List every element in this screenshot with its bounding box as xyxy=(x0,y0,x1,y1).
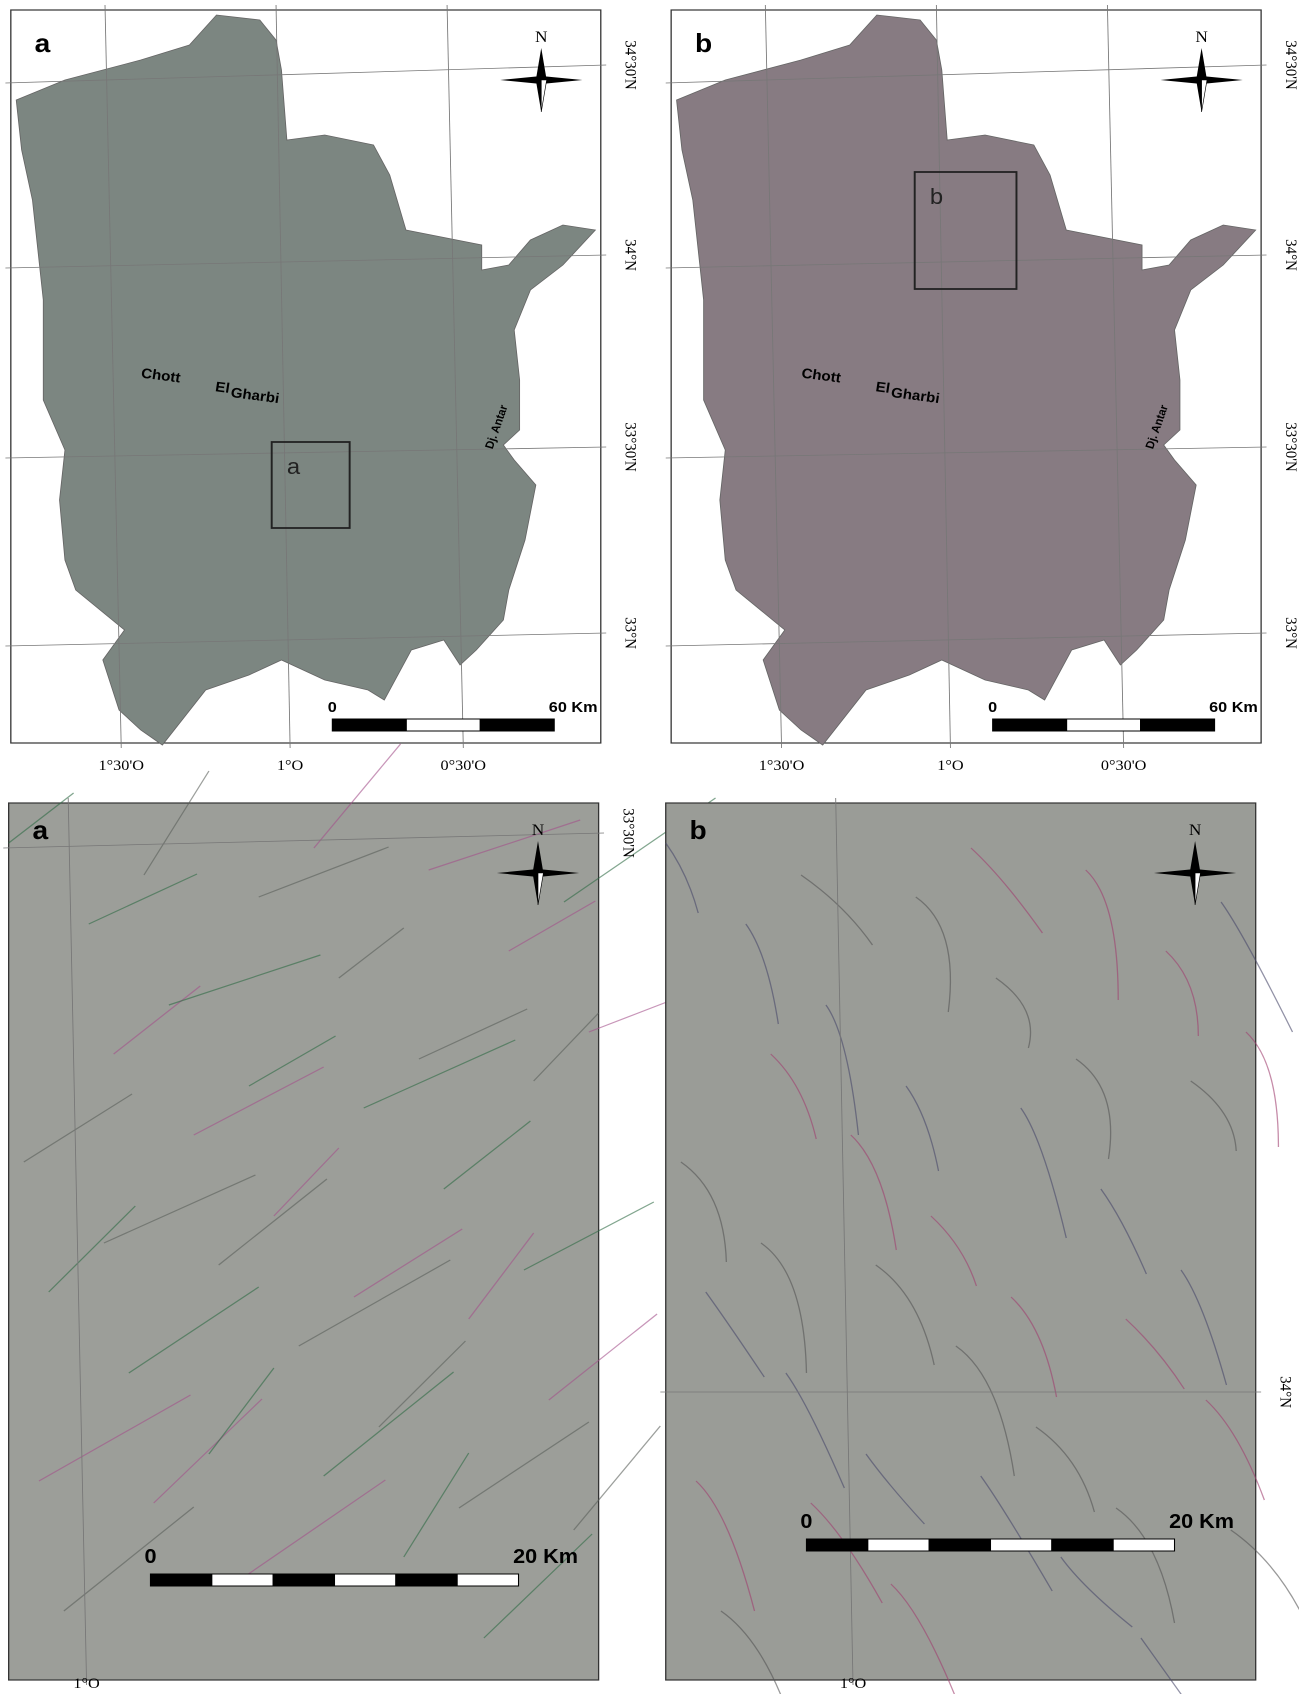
scale-bar xyxy=(150,1574,211,1586)
scale-label: 0 xyxy=(988,700,997,716)
scale-label: 0 xyxy=(144,1546,156,1568)
scale-bar xyxy=(1141,719,1215,731)
latitude-label: 34°30'N xyxy=(622,40,640,90)
north-label: N xyxy=(1189,821,1201,839)
scale-bar xyxy=(457,1574,518,1586)
latitude-label: 34°N xyxy=(1282,239,1299,271)
latitude-label: 34°N xyxy=(1276,1376,1294,1408)
panel-label: b xyxy=(690,815,707,845)
scale-bar xyxy=(929,1539,990,1551)
inset-label: a xyxy=(287,454,301,479)
north-label: N xyxy=(535,28,547,46)
scale-label: 20 Km xyxy=(513,1546,578,1568)
longitude-label: 1°O xyxy=(937,758,963,774)
scale-bar xyxy=(332,719,406,731)
longitude-label: 1°30'O xyxy=(98,758,143,774)
scale-label: 0 xyxy=(328,700,337,716)
place-name: El xyxy=(875,380,891,397)
scale-label: 20 Km xyxy=(1169,1511,1234,1533)
panel-label: b xyxy=(695,28,712,58)
latitude-label: 33°30'N xyxy=(622,422,640,472)
latitude-label: 33°30'N xyxy=(1282,422,1299,472)
scale-bar xyxy=(396,1574,457,1586)
scale-bar xyxy=(1052,1539,1113,1551)
longitude-label: 1°O xyxy=(840,1676,866,1692)
scale-bar xyxy=(480,719,554,731)
latitude-label: 34°30'N xyxy=(1282,40,1299,90)
scale-bar xyxy=(212,1574,273,1586)
scale-bar xyxy=(1113,1539,1174,1551)
longitude-label: 1°O xyxy=(73,1676,99,1692)
longitude-label: 0°30'O xyxy=(1101,758,1146,774)
scale-label: 60 Km xyxy=(1209,700,1258,716)
longitude-label: 1°O xyxy=(277,758,303,774)
scale-label: 0 xyxy=(800,1511,812,1533)
panel-label: a xyxy=(32,815,49,845)
panel-frame xyxy=(9,803,599,1680)
inset-label: b xyxy=(930,184,943,209)
longitude-label: 1°30'O xyxy=(759,758,804,774)
latitude-label: 33°30'N xyxy=(619,808,637,858)
scale-bar xyxy=(990,1539,1051,1551)
latitude-label: 33°N xyxy=(1282,617,1299,649)
scale-bar xyxy=(406,719,480,731)
scale-bar xyxy=(1067,719,1141,731)
scale-bar xyxy=(806,1539,867,1551)
north-label: N xyxy=(532,821,544,839)
scale-bar xyxy=(868,1539,929,1551)
scale-bar xyxy=(273,1574,334,1586)
figure: 34°30'N 34°N 33°30'N 33°N 1°30'O 1°O 0°30'O a N 0… xyxy=(0,0,1299,1694)
place-name: El xyxy=(214,380,230,397)
scale-bar xyxy=(993,719,1067,731)
panel-label: a xyxy=(35,28,52,58)
latitude-label: 33°N xyxy=(622,617,640,649)
scale-bar xyxy=(334,1574,395,1586)
north-label: N xyxy=(1195,28,1207,46)
longitude-label: 0°30'O xyxy=(441,758,486,774)
scale-label: 60 Km xyxy=(549,700,598,716)
latitude-label: 34°N xyxy=(622,239,640,271)
